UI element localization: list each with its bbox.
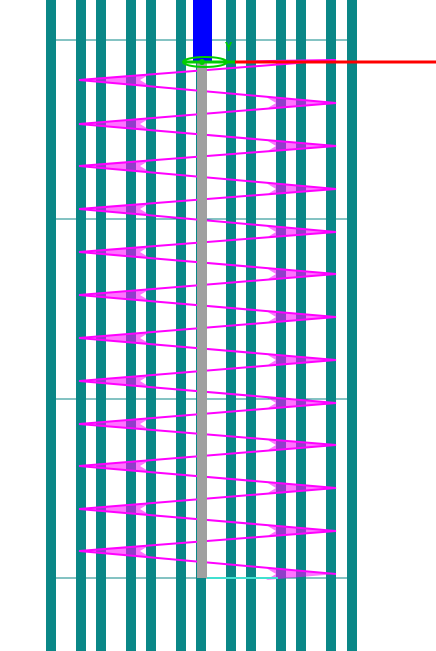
spring-loop-left-9 bbox=[80, 418, 150, 430]
vertical-bar-2 bbox=[76, 0, 86, 651]
center-shaft-group[interactable] bbox=[197, 62, 278, 579]
spring-loop-right-1 bbox=[266, 97, 336, 109]
spring-loop-right-10 bbox=[266, 482, 336, 494]
spring-loop-right-3 bbox=[266, 183, 336, 195]
spring-loop-left-8 bbox=[80, 375, 150, 387]
spring-loop-left-1 bbox=[80, 74, 150, 86]
spring-loop-right-6 bbox=[266, 311, 336, 323]
vertical-bar-4 bbox=[126, 0, 136, 651]
spring-loop-right-8 bbox=[266, 397, 336, 409]
spring-loop-left-5 bbox=[80, 246, 150, 258]
spring-loop-left-3 bbox=[80, 160, 150, 172]
spring-loop-right-12 bbox=[266, 568, 336, 580]
spring-loop-left-2 bbox=[80, 118, 150, 130]
vertical-bar-10 bbox=[276, 0, 286, 651]
spring-coil[interactable] bbox=[78, 59, 337, 580]
spring-loop-left-12 bbox=[80, 545, 150, 557]
spring-loop-left-4 bbox=[80, 203, 150, 215]
axis-origin-ring bbox=[182, 56, 228, 68]
spring-loop-left-11 bbox=[80, 503, 150, 515]
vertical-bar-12 bbox=[326, 0, 336, 651]
spring-loop-right-2 bbox=[266, 140, 336, 152]
vertical-bar-5 bbox=[146, 0, 156, 651]
spring-loop-left-10 bbox=[80, 460, 150, 472]
center-shaft bbox=[197, 62, 207, 578]
vertical-bar-6 bbox=[176, 0, 186, 651]
spring-loop-right-11 bbox=[266, 525, 336, 537]
spring-loop-right-5 bbox=[266, 268, 336, 280]
vertical-bar-3 bbox=[96, 0, 106, 651]
spring-loop-right-4 bbox=[266, 226, 336, 238]
vertical-bar-11 bbox=[296, 0, 306, 651]
axis-origin-dot bbox=[199, 59, 205, 65]
vertical-bar-13 bbox=[347, 0, 357, 651]
spring-loop-left-6 bbox=[80, 289, 150, 301]
spring-loop-left-7 bbox=[80, 332, 150, 344]
spring-loop-right-7 bbox=[266, 354, 336, 366]
vertical-bar-9 bbox=[246, 0, 256, 651]
z-axis-arrow bbox=[193, 0, 212, 62]
axis-gizmo-icon[interactable]: Y bbox=[182, 0, 436, 68]
spring-loop-right-9 bbox=[266, 439, 336, 451]
y-axis-label: Y bbox=[225, 40, 233, 54]
vertical-bar-1 bbox=[46, 0, 56, 651]
